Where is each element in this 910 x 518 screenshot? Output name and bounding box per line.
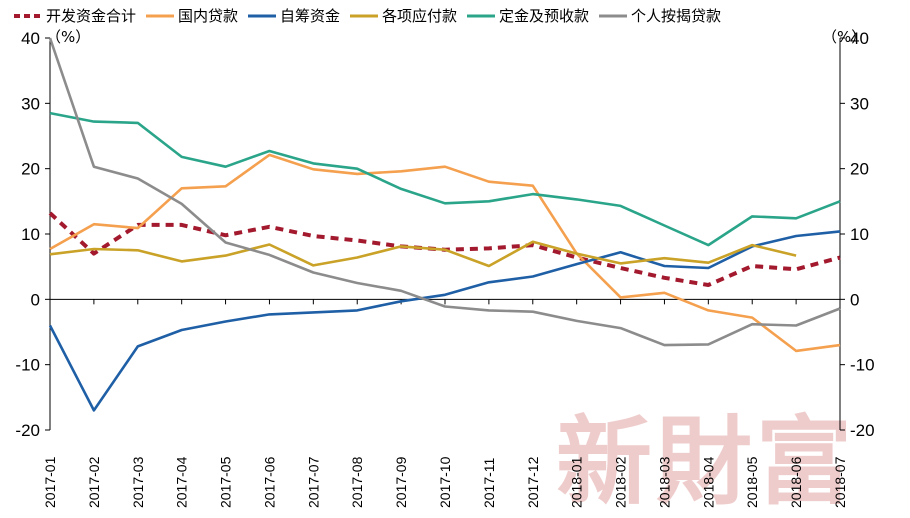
x-tick-label: 2017-02 <box>86 456 102 508</box>
x-tick-label: 2017-07 <box>305 456 321 508</box>
x-tick-label: 2018-03 <box>656 456 672 508</box>
left-tick-label: 40 <box>21 29 40 48</box>
legend-label: 开发资金合计 <box>46 7 136 25</box>
x-tick-label: 2018-02 <box>613 456 629 508</box>
x-tick-label: 2018-04 <box>700 456 716 508</box>
x-tick-label: 2017-11 <box>481 457 497 508</box>
x-tick-label: 2018-01 <box>569 456 585 508</box>
right-tick-label: 30 <box>850 94 869 113</box>
right-y-axis: 40 30 20 10 0 -10 -20 <box>840 29 875 440</box>
x-axis: 2017-01 2017-02 2017-03 2017-04 2017-05 2017-… <box>42 299 848 508</box>
series-line <box>49 153 841 353</box>
x-tick-label: 2017-08 <box>349 456 365 508</box>
left-tick-label: 30 <box>21 94 40 113</box>
x-tick-label: 2017-10 <box>437 456 453 508</box>
right-tick-label: -20 <box>850 421 875 440</box>
left-tick-label: 20 <box>21 160 40 179</box>
right-tick-label: 0 <box>850 290 859 309</box>
x-tick-label: 2017-06 <box>261 456 277 508</box>
legend-label: 各项应付款 <box>382 7 457 25</box>
left-tick-label: 10 <box>21 225 40 244</box>
left-axis-unit: （%） <box>46 28 90 46</box>
series-line <box>49 240 797 268</box>
right-tick-label: -10 <box>850 356 875 375</box>
legend-label: 定金及预收款 <box>499 7 589 25</box>
right-axis-unit: （%） <box>822 28 866 46</box>
series-layer <box>48 37 841 412</box>
x-tick-label: 2017-01 <box>42 456 58 508</box>
left-tick-label: -10 <box>15 356 40 375</box>
x-tick-label: 2018-06 <box>788 456 804 508</box>
x-tick-label: 2017-05 <box>218 456 234 508</box>
legend-label: 个人按揭贷款 <box>631 7 721 25</box>
series-line <box>48 230 841 412</box>
series-line <box>49 111 841 247</box>
axes <box>49 38 841 430</box>
watermark: 新財富 <box>556 405 856 518</box>
series-line <box>48 37 841 347</box>
left-tick-label: 0 <box>31 290 40 309</box>
x-tick-label: 2017-03 <box>130 456 146 508</box>
right-tick-label: 10 <box>850 225 869 244</box>
legend-label: 国内贷款 <box>178 7 238 25</box>
x-tick-label: 2017-09 <box>393 456 409 508</box>
right-tick-label: 20 <box>850 160 869 179</box>
x-tick-label: 2018-07 <box>832 456 848 508</box>
right-tick-label: 40 <box>850 29 869 48</box>
left-y-axis: 40 30 20 10 0 -10 -20 <box>15 29 50 440</box>
x-tick-label: 2017-12 <box>525 456 541 508</box>
x-tick-label: 2018-05 <box>744 456 760 508</box>
legend-label: 自筹资金 <box>280 7 340 25</box>
x-tick-label: 2017-04 <box>174 456 190 508</box>
left-tick-label: -20 <box>15 421 40 440</box>
legend: 开发资金合计 国内贷款 自筹资金 各项应付款 定金及预收款 个人按揭贷款 <box>14 7 721 25</box>
